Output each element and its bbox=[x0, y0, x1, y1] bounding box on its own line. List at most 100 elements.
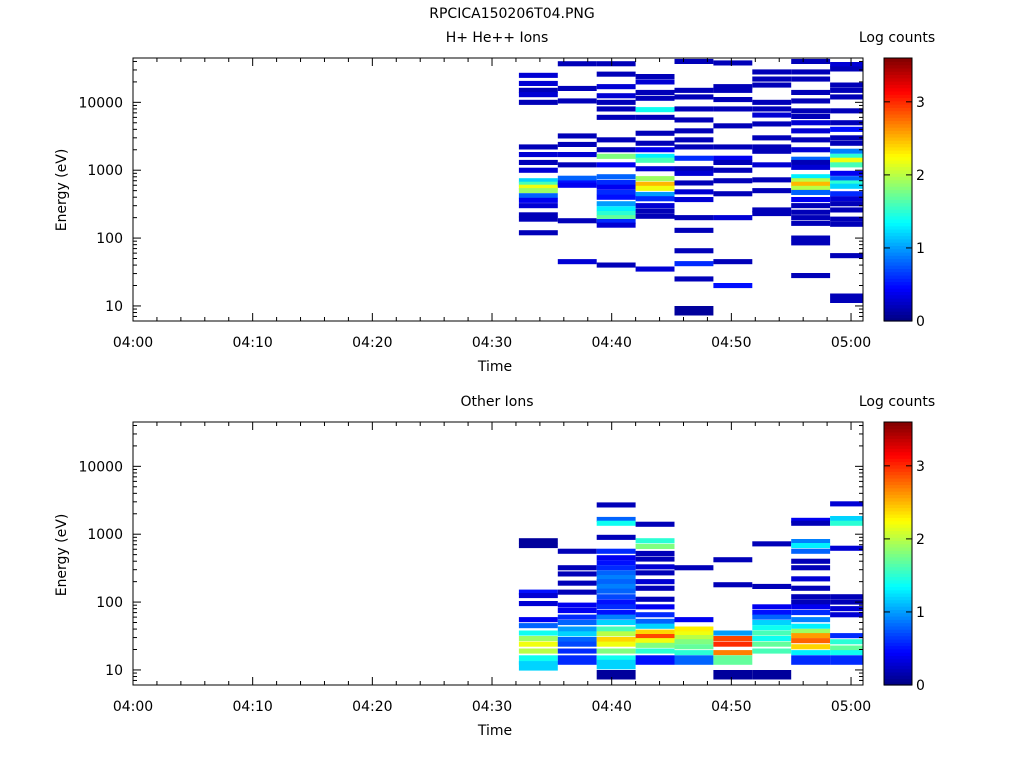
colorbar-segment bbox=[884, 517, 912, 522]
heatmap-cell bbox=[791, 240, 831, 246]
colorbar-segment bbox=[884, 537, 912, 541]
heatmap-cell bbox=[674, 144, 714, 150]
heatmap-cell bbox=[557, 620, 597, 626]
y-tick-label: 1000 bbox=[87, 527, 123, 543]
colorbar-segment bbox=[884, 189, 912, 194]
heatmap-cell bbox=[752, 112, 792, 118]
heatmap-cell bbox=[791, 628, 831, 634]
heatmap-cell bbox=[557, 631, 597, 637]
colorbar-segment bbox=[884, 136, 912, 141]
heatmap-cell bbox=[635, 634, 675, 640]
colorbar-segment bbox=[884, 592, 912, 597]
heatmap-cell bbox=[635, 185, 675, 191]
colorbar-segment bbox=[884, 274, 912, 279]
heatmap-cell bbox=[752, 135, 792, 141]
heatmap-cell bbox=[596, 659, 636, 670]
heatmap-cell bbox=[830, 120, 863, 126]
colorbar-segment bbox=[884, 301, 912, 306]
x-axis-label: Time bbox=[477, 723, 512, 739]
heatmap-cell bbox=[752, 211, 792, 217]
y-tick-label: 10 bbox=[105, 663, 123, 679]
heatmap-cell bbox=[518, 181, 558, 187]
colorbar-segment bbox=[884, 192, 912, 197]
colorbar-segment bbox=[884, 461, 912, 466]
y-axis-label: Energy (eV) bbox=[54, 514, 70, 597]
heatmap-cell bbox=[713, 87, 753, 93]
colorbar-segment bbox=[884, 245, 912, 250]
heatmap-cell bbox=[635, 629, 675, 635]
heatmap-cell bbox=[635, 604, 675, 610]
heatmap-cell bbox=[596, 93, 636, 99]
x-tick-label: 04:50 bbox=[711, 699, 751, 715]
heatmap-cell bbox=[518, 636, 558, 642]
colorbar-segment bbox=[884, 527, 912, 532]
colorbar-segment bbox=[884, 71, 912, 76]
colorbar-segment bbox=[884, 579, 912, 584]
colorbar: 0 1 2 3 bbox=[883, 57, 925, 330]
heatmap-cell bbox=[752, 121, 792, 127]
heatmap-cell bbox=[791, 235, 831, 241]
heatmap-cell bbox=[557, 641, 597, 647]
colorbar-segment bbox=[884, 163, 912, 168]
colorbar-segment bbox=[884, 441, 912, 446]
colorbar-segment bbox=[884, 474, 912, 479]
heatmap-cell bbox=[635, 538, 675, 544]
heatmap-cell bbox=[674, 166, 714, 172]
colorbar-segment bbox=[884, 307, 912, 312]
colorbar-segment bbox=[884, 159, 912, 164]
heatmap-cell bbox=[635, 570, 675, 576]
heatmap-cell bbox=[713, 159, 753, 165]
heatmap-cell bbox=[830, 216, 863, 222]
heatmap-cell bbox=[713, 283, 753, 289]
heatmap-cell bbox=[635, 89, 675, 95]
heatmap-cell bbox=[830, 599, 863, 605]
heatmap-cell bbox=[674, 227, 714, 233]
heatmap-cell bbox=[635, 181, 675, 187]
heatmap-cell bbox=[791, 197, 831, 203]
colorbar-segment bbox=[884, 265, 912, 269]
colorbar-segment bbox=[884, 261, 912, 266]
heatmap-cell bbox=[596, 215, 636, 221]
heatmap-cell bbox=[518, 655, 558, 665]
colorbar-segment bbox=[884, 225, 912, 230]
heatmap-cell bbox=[518, 92, 558, 98]
heatmap-cell bbox=[596, 189, 636, 195]
heatmap-cell bbox=[791, 539, 831, 545]
heatmap-cell bbox=[791, 594, 831, 600]
heatmap-cell bbox=[830, 140, 863, 146]
colorbar-segment bbox=[884, 661, 912, 666]
x-tick-label: 04:00 bbox=[113, 699, 153, 715]
heatmap-cell bbox=[518, 641, 558, 647]
colorbar-segment bbox=[884, 615, 912, 620]
heatmap-cell bbox=[830, 148, 863, 154]
colorbar-segment bbox=[884, 77, 912, 82]
heatmap-cell bbox=[752, 177, 792, 183]
colorbar-segment bbox=[884, 314, 912, 319]
heatmap-cell bbox=[830, 162, 863, 168]
heatmap-cell bbox=[557, 98, 597, 104]
heatmap-cell bbox=[713, 636, 753, 642]
heatmap-cell bbox=[752, 670, 792, 680]
heatmap-cell bbox=[752, 610, 792, 616]
colorbar-label: Log counts bbox=[859, 30, 935, 46]
colorbar-segment bbox=[884, 100, 912, 105]
y-tick-label: 10000 bbox=[78, 459, 123, 475]
heatmap-cell bbox=[713, 144, 753, 150]
y-ticks: 10 100 1000 10000 bbox=[78, 424, 863, 686]
x-tick-label: 04:40 bbox=[592, 699, 632, 715]
colorbar-segment bbox=[884, 97, 912, 102]
colorbar-tick-label: 2 bbox=[916, 168, 925, 184]
colorbar-segment bbox=[884, 219, 912, 223]
heatmap-cell bbox=[791, 650, 831, 656]
colorbar-segment bbox=[884, 212, 912, 217]
colorbar-segment bbox=[884, 556, 912, 561]
heatmap-cell bbox=[830, 545, 863, 551]
colorbar-segment bbox=[884, 215, 912, 220]
heatmap-cell bbox=[713, 84, 753, 90]
heatmap-cell bbox=[830, 650, 863, 656]
colorbar-segment bbox=[884, 523, 912, 528]
heatmap-cell bbox=[791, 655, 831, 665]
colorbar-segment bbox=[884, 638, 912, 643]
heatmap-cell bbox=[830, 87, 863, 93]
heatmap-cell bbox=[791, 147, 831, 153]
